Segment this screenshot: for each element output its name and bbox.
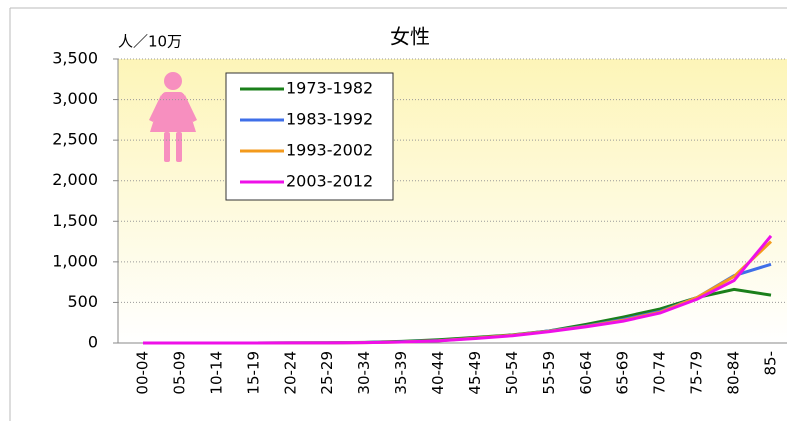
x-tick-label: 40-44 xyxy=(429,351,447,395)
x-tick-label: 45-49 xyxy=(466,351,484,395)
y-tick-label: 0 xyxy=(88,333,98,352)
x-tick-label: 70-74 xyxy=(651,351,669,395)
x-tick-label: 60-64 xyxy=(577,351,595,395)
y-tick-label: 2,500 xyxy=(52,130,98,149)
x-tick-label: 85- xyxy=(762,351,780,376)
y-tick-label: 1,000 xyxy=(52,251,98,270)
woman-icon xyxy=(149,72,197,162)
y-tick-label: 3,000 xyxy=(52,89,98,108)
x-tick-label: 65-69 xyxy=(614,351,632,395)
x-tick-label: 55-59 xyxy=(540,351,558,395)
legend-label: 1973-1982 xyxy=(286,79,373,98)
series-line xyxy=(143,234,773,345)
x-tick-label: 35-39 xyxy=(392,351,410,395)
x-tick-label: 10-14 xyxy=(207,351,225,395)
y-axis-label: 人／10万 xyxy=(118,33,182,51)
y-tick-label: 500 xyxy=(67,292,98,311)
x-tick-label: 30-34 xyxy=(355,351,373,395)
x-tick-label: 50-54 xyxy=(503,351,521,395)
legend-label: 1993-2002 xyxy=(286,141,373,160)
x-tick-label: 00-04 xyxy=(134,351,152,395)
legend-label: 2003-2012 xyxy=(286,172,373,191)
x-tick-label: 05-09 xyxy=(170,351,188,395)
x-tick-label: 75-79 xyxy=(688,351,706,395)
x-tick-label: 80-84 xyxy=(725,351,743,395)
y-tick-label: 1,500 xyxy=(52,211,98,230)
x-tick-label: 25-29 xyxy=(318,351,336,395)
chart-title: 女性 xyxy=(390,25,430,49)
x-tick-label: 15-19 xyxy=(244,351,262,395)
y-tick-label: 3,500 xyxy=(52,49,98,68)
legend-label: 1983-1992 xyxy=(286,110,373,129)
x-tick-label: 20-24 xyxy=(281,351,299,395)
legend-box xyxy=(225,72,394,201)
y-tick-label: 2,000 xyxy=(52,170,98,189)
